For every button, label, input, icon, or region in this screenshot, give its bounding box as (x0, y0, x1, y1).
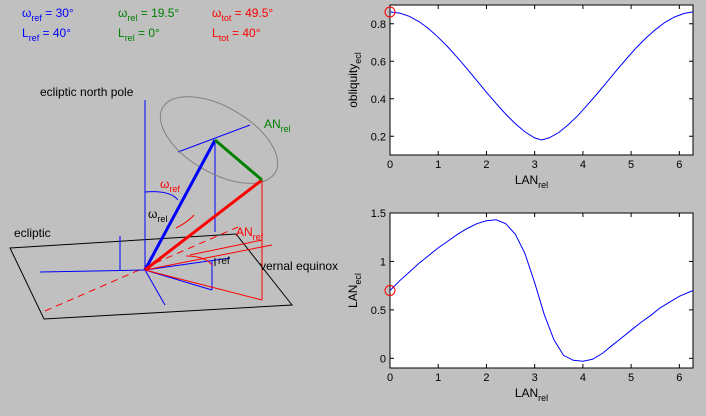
vernal-equinox-label: vernal equinox (260, 259, 338, 273)
x-tick-label: 5 (628, 159, 634, 171)
x-tick-label: 1 (435, 372, 441, 384)
series-line (389, 219, 694, 362)
plots: 0 1 2 3 4 5 6 0.2 0.4 0.6 0.8 LANrel obliquityecl 0 1 2… (346, 4, 694, 403)
current-value-marker (384, 285, 396, 296)
diagram-labels: ecliptic north pole ecliptic vernal equi… (14, 85, 338, 273)
y-tick-label: 0.5 (371, 305, 386, 317)
x-tick-label: 4 (580, 372, 586, 384)
tot-base-line-3 (189, 239, 263, 256)
red-vector (144, 178, 263, 272)
plot-1: 0 1 2 3 4 5 6 0.2 0.4 0.6 0.8 LANrel obliquityecl (346, 4, 694, 190)
y-axis-label: obliquityecl (346, 52, 363, 108)
l-tot-label: Ltot = 40° (212, 26, 261, 43)
l-rel-label: Lrel = 0° (118, 26, 160, 43)
an-rel-label: ANrel (264, 117, 291, 134)
x-tick-label: 2 (483, 159, 489, 171)
x-axis-label: LANrel (515, 386, 548, 403)
ref-plane-line-3 (144, 269, 166, 306)
y-tick-label: 1.5 (371, 208, 386, 220)
x-tick-label: 6 (676, 159, 682, 171)
plot-area (389, 4, 694, 156)
tot-base-line-2 (144, 244, 273, 271)
orbit-diagram (9, 96, 293, 320)
y-tick-label: 0 (380, 353, 386, 365)
y-tick-label: 0.2 (371, 131, 386, 143)
x-tick-label: 5 (628, 372, 634, 384)
x-tick-label: 3 (532, 372, 538, 384)
l-ref-label: Lref = 40° (22, 26, 71, 43)
omega-ref-diagram-label: ωref (160, 177, 180, 194)
x-tick-label: 1 (435, 159, 441, 171)
current-value-marker (384, 6, 396, 18)
ecliptic-north-pole-label: ecliptic north pole (40, 85, 134, 99)
omega-rel-diagram-label: ωrel (148, 207, 167, 224)
orbit-node-line (177, 124, 251, 153)
omega-ref-label: ωref = 30° (22, 6, 74, 23)
plot-area (389, 212, 694, 369)
tot-base-line-1 (144, 269, 263, 301)
ref-plane-line-1 (144, 257, 231, 271)
blue-vector (143, 139, 217, 271)
plot-2: 0 1 2 3 4 5 6 0 0.5 1 1.5 LANrel LANecl (346, 208, 694, 403)
orbit-ellipse (159, 96, 279, 184)
y-tick-label: 0.8 (371, 19, 386, 31)
x-tick-label: 2 (483, 372, 489, 384)
y-axis-label: LANecl (346, 273, 363, 308)
series-line (389, 11, 694, 141)
x-axis-label: LANrel (515, 173, 548, 190)
omega-ref-arc (144, 191, 179, 201)
omega-rel-label: ωrel = 19.5° (118, 6, 179, 23)
ref-plane-line-2 (39, 269, 146, 273)
x-tick-label: 0 (387, 372, 393, 384)
x-tick-label: 3 (532, 159, 538, 171)
ecliptic-plane (9, 233, 293, 320)
omega-tot-label: ωtot = 49.5° (212, 6, 273, 23)
an-ref-label: ANref (236, 225, 264, 242)
lambda-ref-arc (185, 255, 213, 266)
parameter-legend: ωref = 30° Lref = 40° ωrel = 19.5° Lrel … (22, 6, 273, 43)
omega-rel-arc (175, 214, 195, 229)
lambda-ref-diagram-label: ref (218, 256, 230, 267)
ecliptic-label: ecliptic (14, 226, 51, 240)
x-tick-label: 4 (580, 159, 586, 171)
y-tick-label: 0.6 (371, 56, 386, 68)
y-tick-label: 0.4 (371, 94, 386, 106)
x-tick-label: 0 (387, 159, 393, 171)
x-tick-label: 6 (676, 372, 682, 384)
y-tick-label: 1 (380, 256, 386, 268)
green-vector (214, 138, 263, 182)
